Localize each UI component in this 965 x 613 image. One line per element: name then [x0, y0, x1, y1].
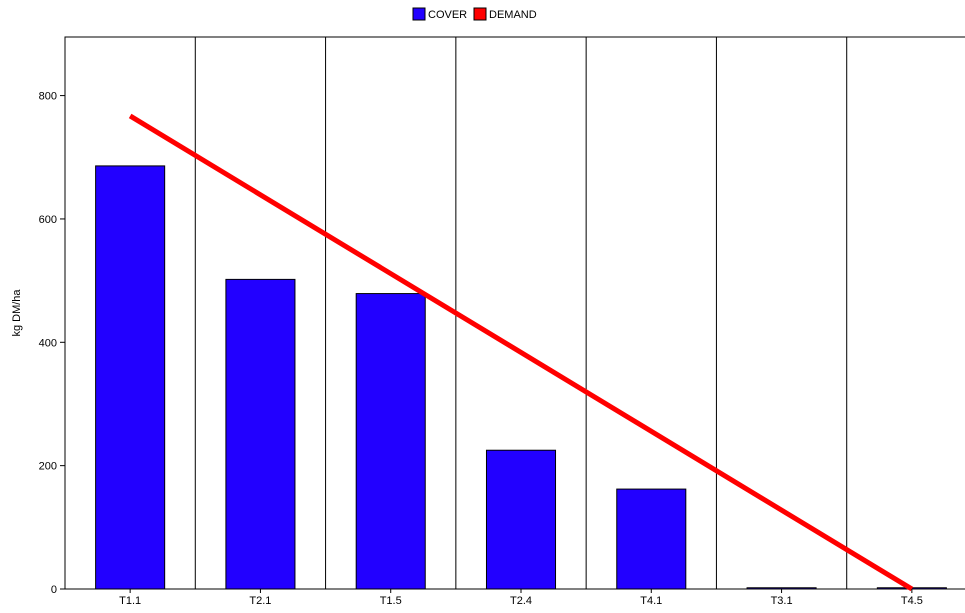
legend-label-cover: COVER	[428, 9, 467, 21]
legend-swatch-demand	[474, 8, 486, 20]
y-axis: 0 200 400 600 800	[39, 91, 65, 596]
x-axis: T1.1 T2.1 T1.5 T2.4 T4.1 T3.1 T4.5	[119, 589, 923, 607]
y-tick-label: 600	[39, 214, 57, 226]
legend-swatch-cover	[413, 8, 425, 20]
x-tick-label: T3.1	[771, 595, 793, 607]
bar-cover-T4.1	[617, 489, 686, 589]
y-tick-label: 0	[51, 584, 57, 596]
bar-cover-T2.1	[226, 279, 295, 589]
bar-cover-T1.1	[96, 166, 165, 589]
x-tick-label: T2.1	[249, 595, 271, 607]
y-tick-label: 200	[39, 461, 57, 473]
x-tick-label: T1.1	[119, 595, 141, 607]
bars	[96, 166, 947, 589]
y-tick-label: 800	[39, 91, 57, 103]
x-tick-label: T4.5	[901, 595, 923, 607]
x-tick-label: T4.1	[640, 595, 662, 607]
x-tick-label: T2.4	[510, 595, 532, 607]
x-tick-label: T1.5	[380, 595, 402, 607]
y-axis-title: kg DM/ha	[11, 289, 23, 337]
y-tick-label: 400	[39, 337, 57, 349]
bar-cover-T3.1	[747, 588, 816, 589]
bar-cover-T2.4	[486, 450, 555, 589]
legend-label-demand: DEMAND	[489, 9, 537, 21]
legend: COVER DEMAND	[413, 8, 537, 21]
bar-cover-T1.5	[356, 294, 425, 589]
plot-area	[65, 37, 965, 589]
